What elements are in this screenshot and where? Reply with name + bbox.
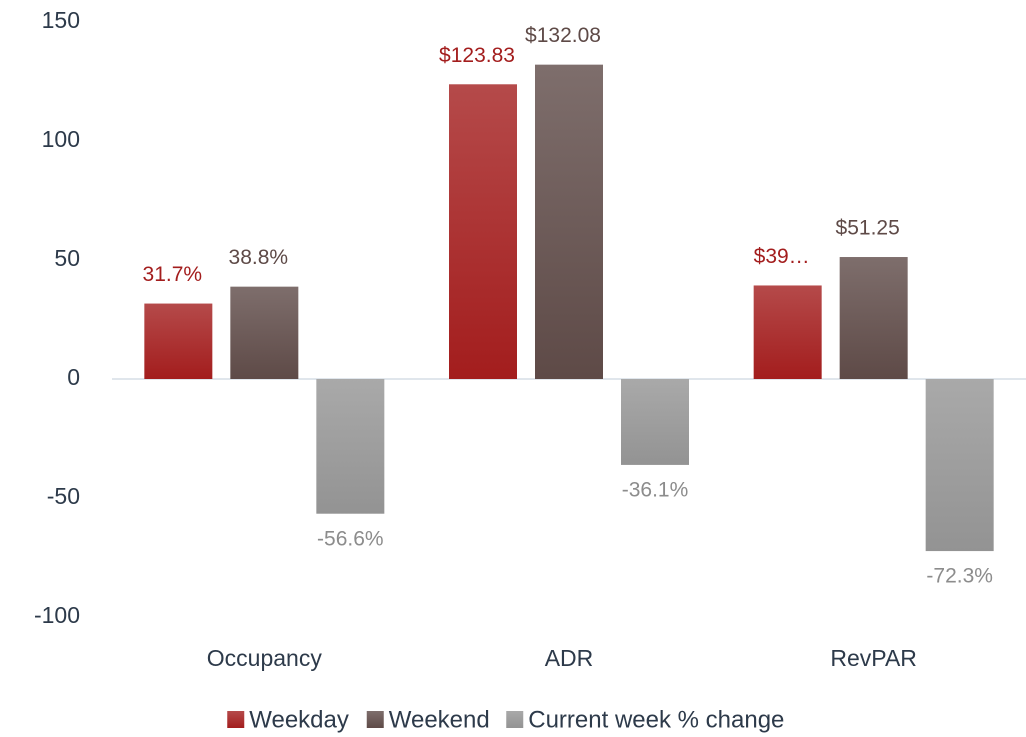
bar [230, 286, 299, 379]
y-tick-label: 150 [42, 7, 80, 33]
bar [449, 84, 517, 379]
bar [144, 303, 213, 379]
legend-swatch [506, 711, 524, 728]
bar [753, 285, 822, 379]
y-tick-label: 100 [42, 126, 80, 152]
legend-label: Current week % change [528, 706, 784, 733]
legend-swatch [227, 711, 245, 728]
data-label: 31.7% [143, 263, 203, 286]
legend-label: Weekend [389, 706, 490, 733]
data-label: $39… [754, 245, 810, 268]
data-label: -36.1% [622, 478, 689, 501]
x-tick-label: RevPAR [830, 645, 917, 671]
bar [535, 64, 603, 379]
data-label: 38.8% [229, 246, 289, 269]
y-tick-label: -100 [34, 602, 80, 628]
y-tick-label: 50 [54, 245, 80, 271]
data-label: $132.08 [525, 24, 601, 47]
y-tick-label: -50 [47, 483, 80, 509]
data-label: -56.6% [317, 527, 384, 550]
data-label: -72.3% [926, 565, 993, 588]
y-tick-label: 0 [67, 364, 80, 390]
x-tick-label: Occupancy [207, 645, 323, 671]
data-label: $123.83 [439, 44, 515, 67]
legend: Weekday Weekend Current week % change [227, 706, 784, 733]
bar [839, 257, 908, 379]
legend-swatch [366, 711, 384, 728]
data-label: $51.25 [836, 217, 900, 240]
x-tick-label: ADR [545, 645, 594, 671]
legend-label: Weekday [249, 706, 349, 733]
bar [925, 379, 994, 552]
bar [316, 379, 385, 514]
bar [621, 379, 689, 465]
